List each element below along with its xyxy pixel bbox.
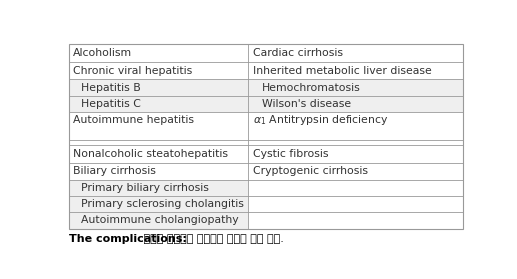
Bar <box>69 145 248 163</box>
Bar <box>248 163 463 180</box>
Text: 원인에 상관없이 유사하나 원인에 따라 구분.: 원인에 상관없이 유사하나 원인에 따라 구분. <box>140 234 284 244</box>
Bar <box>69 44 248 62</box>
Bar <box>69 112 248 140</box>
Bar <box>69 212 248 229</box>
Bar <box>248 140 463 145</box>
Bar <box>248 96 463 112</box>
Text: Wilson's disease: Wilson's disease <box>262 98 351 109</box>
Text: Primary sclerosing cholangitis: Primary sclerosing cholangitis <box>82 199 245 209</box>
Bar <box>248 112 463 140</box>
Text: Cardiac cirrhosis: Cardiac cirrhosis <box>253 48 343 58</box>
Text: Cystic fibrosis: Cystic fibrosis <box>253 149 328 159</box>
Bar <box>248 145 463 163</box>
Bar <box>69 140 248 145</box>
Text: Inherited metabolic liver disease: Inherited metabolic liver disease <box>253 66 432 76</box>
Text: Alcoholism: Alcoholism <box>72 48 132 58</box>
Text: $\alpha_1$ Antitrypsin deficiency: $\alpha_1$ Antitrypsin deficiency <box>253 113 389 127</box>
Bar <box>69 62 248 80</box>
Bar <box>248 44 463 62</box>
Bar <box>69 163 248 180</box>
Text: Primary biliary cirrhosis: Primary biliary cirrhosis <box>82 183 209 193</box>
Text: Hepatitis C: Hepatitis C <box>82 98 141 109</box>
Bar <box>69 180 248 196</box>
Bar <box>248 212 463 229</box>
Text: Biliary cirrhosis: Biliary cirrhosis <box>72 166 156 176</box>
Text: Hepatitis B: Hepatitis B <box>82 83 141 93</box>
Text: Autoimmune cholangiopathy: Autoimmune cholangiopathy <box>82 215 239 225</box>
Text: Nonalcoholic steatohepatitis: Nonalcoholic steatohepatitis <box>72 149 227 159</box>
Text: Hemochromatosis: Hemochromatosis <box>262 83 360 93</box>
Text: Cryptogenic cirrhosis: Cryptogenic cirrhosis <box>253 166 368 176</box>
Bar <box>69 80 248 96</box>
Bar <box>248 180 463 196</box>
Bar <box>248 62 463 80</box>
Bar <box>248 196 463 212</box>
Text: Autoimmune hepatitis: Autoimmune hepatitis <box>72 115 194 125</box>
Bar <box>248 80 463 96</box>
Text: The complications:: The complications: <box>69 234 187 244</box>
Bar <box>69 196 248 212</box>
Bar <box>69 96 248 112</box>
Bar <box>69 44 463 229</box>
Text: Chronic viral hepatitis: Chronic viral hepatitis <box>72 66 192 76</box>
